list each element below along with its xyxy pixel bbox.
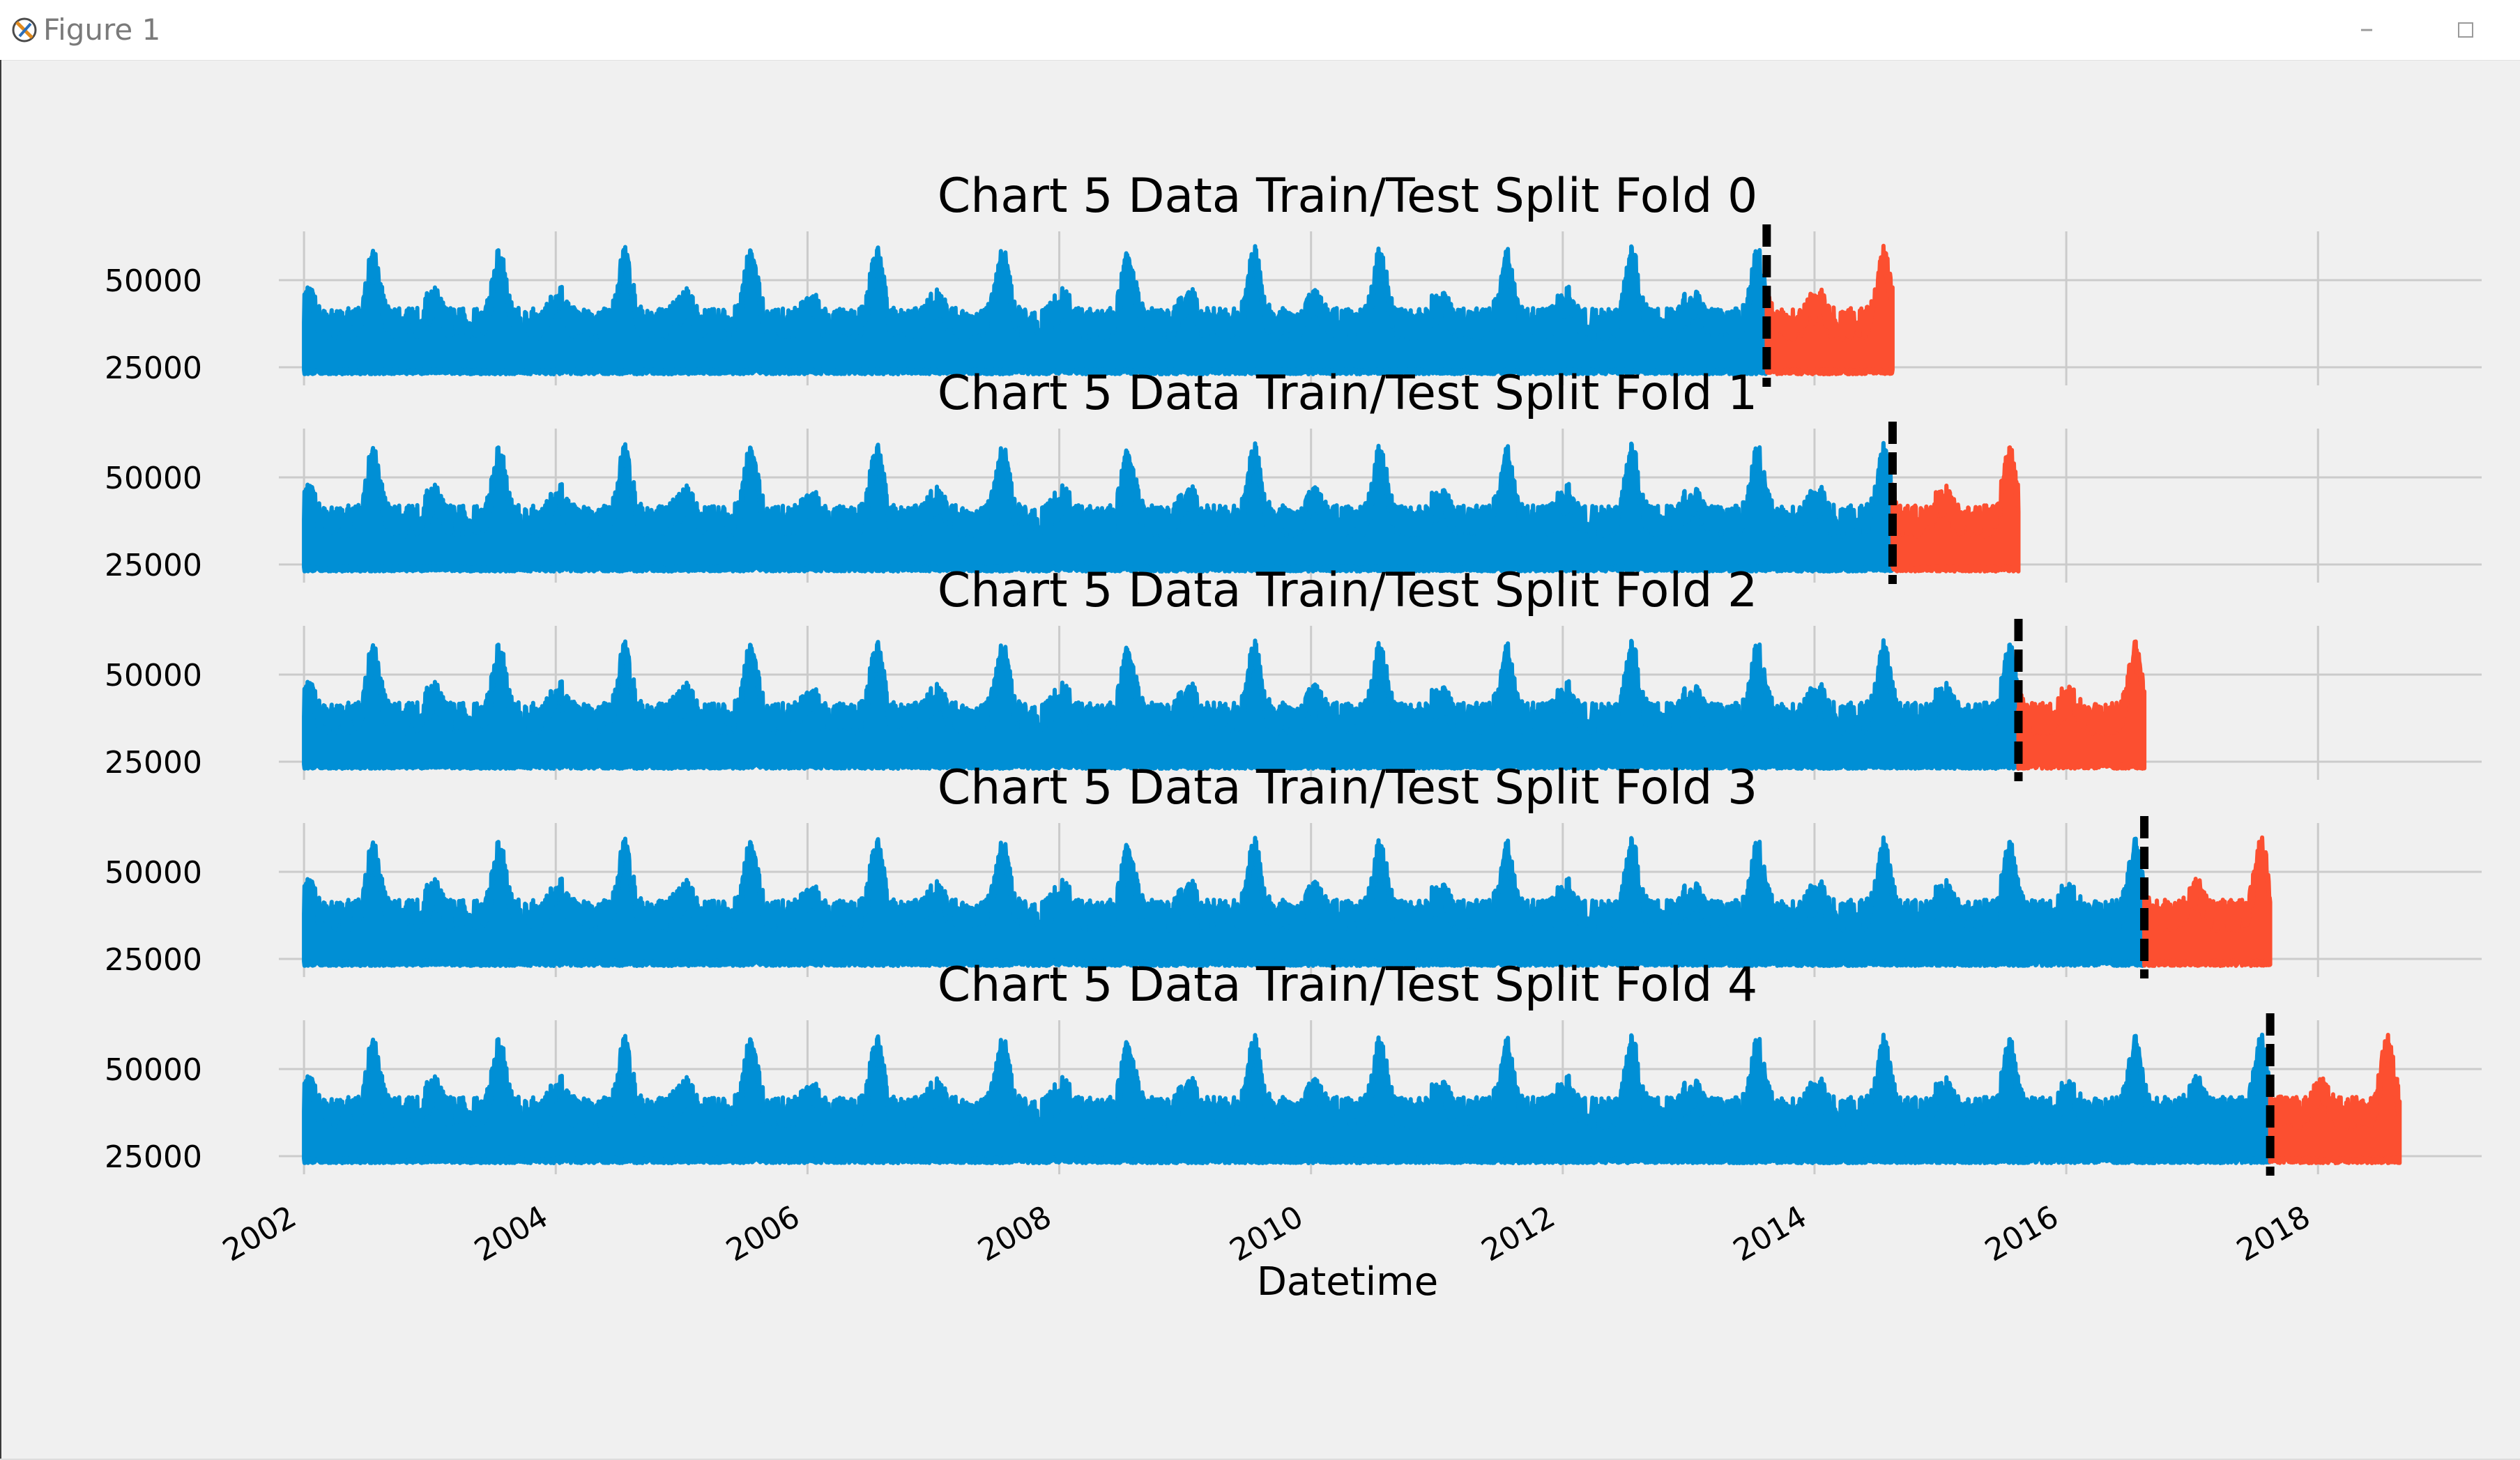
fold-title: Chart 5 Data Train/Test Split Fold 1 (938, 366, 1758, 421)
test-series (2016, 639, 2147, 771)
figure-canvas: 25000 50000 Chart 5 Data Train/Test Split … (105, 169, 2482, 1305)
test-series (1764, 243, 1895, 376)
test-series (2268, 1033, 2402, 1165)
minimize-button[interactable]: – (2349, 10, 2384, 47)
matplotlib-figure-icon (12, 17, 37, 43)
train-series (302, 440, 1895, 574)
y-tick-label: 50000 (105, 461, 202, 496)
y-tick-label: 50000 (105, 855, 202, 891)
x-tick-label: 2002 (217, 1199, 302, 1268)
x-tick-label: 2012 (1476, 1199, 1561, 1268)
fold-title: Chart 5 Data Train/Test Split Fold 3 (938, 760, 1758, 815)
y-tick-label: 50000 (105, 263, 202, 299)
fold-panel-0: 25000 50000 Chart 5 Data Train/Test Split … (105, 169, 2482, 387)
train-series (302, 835, 2147, 968)
x-tick-label: 2008 (972, 1199, 1057, 1268)
y-tick-label: 25000 (105, 942, 202, 978)
y-tick-label: 50000 (105, 1052, 202, 1088)
fold-panel-1: 25000 50000 Chart 5 Data Train/Test Split … (105, 366, 2482, 584)
x-tick-label: 2010 (1224, 1199, 1309, 1268)
x-tick-label: 2018 (2231, 1199, 2316, 1268)
test-series (1890, 445, 2021, 574)
window-titlebar: Figure 1 – (0, 0, 2520, 61)
fold-panel-3: 25000 50000 Chart 5 Data Train/Test Split … (105, 760, 2482, 978)
window-title: Figure 1 (43, 13, 161, 47)
y-tick-label: 25000 (105, 548, 202, 583)
x-tick-label: 2006 (720, 1199, 805, 1268)
fold-title: Chart 5 Data Train/Test Split Fold 0 (938, 169, 1758, 224)
train-series (302, 244, 1769, 376)
fold-title: Chart 5 Data Train/Test Split Fold 2 (938, 563, 1758, 618)
minimize-icon: – (2360, 13, 2374, 45)
x-tick-label: 2014 (1727, 1199, 1812, 1268)
train-series (302, 638, 2021, 771)
fold-title: Chart 5 Data Train/Test Split Fold 4 (938, 958, 1758, 1013)
test-series (2142, 835, 2273, 968)
train-series (302, 1032, 2273, 1165)
y-tick-label: 25000 (105, 351, 202, 386)
x-tick-label: 2004 (468, 1199, 553, 1268)
y-tick-label: 25000 (105, 745, 202, 781)
fold-panel-4: 25000 50000 Chart 5 Data Train/Test Split … (105, 958, 2482, 1176)
fold-panel-2: 25000 50000 Chart 5 Data Train/Test Split … (105, 563, 2482, 781)
x-tick-label: 2016 (1979, 1199, 2064, 1268)
maximize-button[interactable] (2448, 10, 2483, 47)
y-tick-label: 25000 (105, 1139, 202, 1175)
y-tick-label: 50000 (105, 658, 202, 693)
maximize-icon (2458, 22, 2473, 38)
x-axis-label: Datetime (1257, 1259, 1438, 1305)
